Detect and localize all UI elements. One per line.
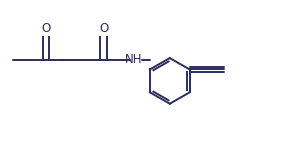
Text: O: O xyxy=(41,22,51,35)
Text: O: O xyxy=(99,22,108,35)
Text: NH: NH xyxy=(125,53,143,66)
